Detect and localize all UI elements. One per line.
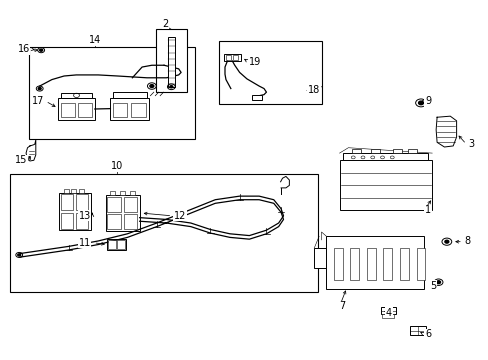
Bar [61, 93, 92, 98]
Bar [343, 153, 427, 160]
Bar [123, 197, 137, 212]
Text: 5: 5 [429, 281, 435, 291]
Bar [105, 195, 140, 231]
Bar [76, 194, 88, 211]
Bar [61, 103, 75, 117]
Text: 10: 10 [110, 161, 122, 171]
Text: 2: 2 [162, 19, 168, 29]
Circle shape [436, 281, 440, 284]
Bar [399, 248, 408, 280]
Bar [226, 55, 231, 59]
Text: 8: 8 [463, 236, 469, 246]
Bar [10, 174, 317, 292]
Circle shape [40, 49, 42, 51]
Text: 7: 7 [339, 301, 345, 311]
Text: 16: 16 [18, 44, 30, 54]
Text: 11: 11 [79, 238, 91, 248]
Bar [168, 37, 174, 87]
Bar [59, 193, 91, 230]
Bar [61, 213, 73, 229]
Bar [123, 215, 137, 229]
Bar [416, 248, 425, 280]
Bar [407, 149, 416, 153]
Bar [314, 248, 326, 268]
Bar [251, 95, 261, 100]
Bar [113, 92, 147, 98]
Bar [366, 248, 375, 280]
Bar [224, 54, 241, 61]
Bar [130, 192, 135, 195]
Bar [349, 248, 358, 280]
Bar [64, 189, 69, 193]
Bar [339, 160, 431, 211]
Text: 14: 14 [88, 35, 101, 45]
Bar [29, 47, 194, 139]
Circle shape [169, 86, 172, 88]
Text: 12: 12 [173, 211, 186, 221]
Text: 4: 4 [385, 308, 391, 318]
Bar [76, 213, 88, 229]
Bar [326, 236, 423, 289]
Bar [409, 326, 425, 335]
Text: 13: 13 [79, 211, 91, 221]
Bar [107, 215, 121, 229]
Bar [107, 239, 126, 250]
Text: 3: 3 [468, 139, 474, 149]
Bar [78, 103, 92, 117]
Bar [382, 315, 393, 318]
Bar [58, 98, 95, 120]
Text: 17: 17 [32, 96, 44, 106]
Text: 18: 18 [307, 85, 320, 95]
Bar [71, 189, 76, 193]
Bar [79, 189, 83, 193]
Bar [392, 149, 401, 153]
Bar [370, 149, 379, 153]
Bar [61, 194, 73, 211]
Text: 1: 1 [424, 206, 430, 216]
Bar [156, 30, 187, 92]
Bar [107, 197, 121, 212]
Bar [108, 240, 116, 249]
Circle shape [150, 85, 154, 87]
Text: 6: 6 [424, 329, 430, 339]
Bar [351, 149, 360, 153]
Bar [131, 103, 145, 117]
Bar [117, 240, 125, 249]
Bar [219, 41, 321, 104]
Text: 15: 15 [15, 155, 27, 165]
Text: 19: 19 [249, 57, 261, 67]
Bar [110, 192, 115, 195]
Bar [113, 103, 127, 117]
Bar [233, 55, 238, 59]
Circle shape [18, 254, 20, 256]
Bar [333, 248, 342, 280]
Circle shape [38, 87, 41, 90]
Circle shape [444, 240, 448, 243]
Bar [380, 307, 395, 315]
Text: 9: 9 [424, 96, 430, 106]
Circle shape [418, 101, 423, 105]
Bar [383, 248, 391, 280]
Bar [110, 98, 149, 120]
Bar [120, 192, 125, 195]
